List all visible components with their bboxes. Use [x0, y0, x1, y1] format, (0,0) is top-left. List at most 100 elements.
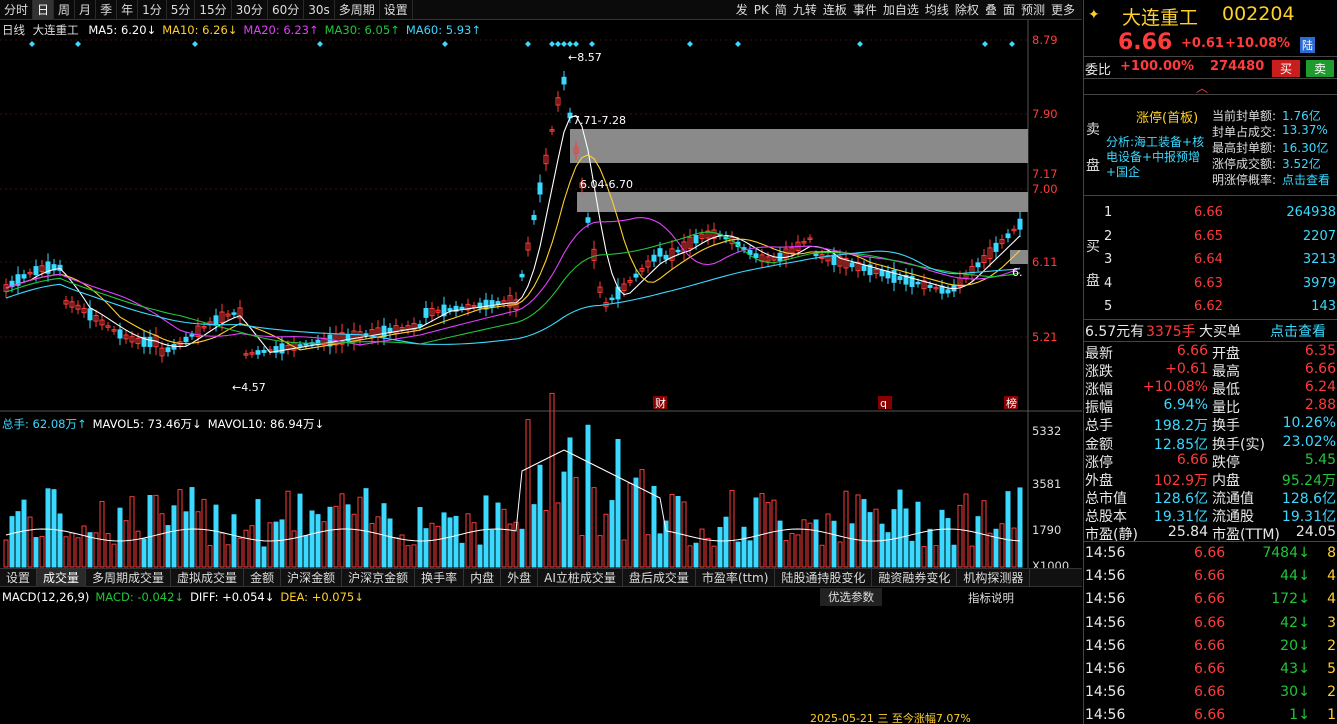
tool-button-8[interactable]: 除权	[954, 3, 979, 17]
quote-value: 128.6亿	[1281, 490, 1336, 507]
volume-bar	[765, 502, 771, 568]
tool-button-10[interactable]: 面	[1002, 3, 1015, 17]
kline-candle	[435, 309, 441, 313]
volume-bar	[795, 534, 801, 568]
buy-button[interactable]: 买	[1272, 60, 1301, 77]
star-icon[interactable]: ✦	[1088, 7, 1100, 23]
indicator-tab-4[interactable]: 金额	[244, 569, 282, 587]
indicator-tab-12[interactable]: 市盈率(ttm)	[696, 569, 776, 587]
date-tooltip: 2025-05-21 三 至今涨幅7.07%	[810, 712, 971, 724]
limit-stat-label: 涨停成交额:	[1212, 157, 1277, 171]
volume-bar	[93, 532, 99, 568]
period-button-11[interactable]: 30s	[304, 0, 335, 20]
indicator-tab-14[interactable]: 融资融券变化	[872, 569, 958, 587]
quote-row: 总手 198.2万 换手 10.26%	[1084, 415, 1337, 435]
kline-candle	[801, 241, 807, 244]
volume-tick-label: 5332	[1032, 424, 1061, 438]
tool-button-5[interactable]: 事件	[852, 3, 877, 17]
tool-button-1[interactable]: PK	[753, 3, 769, 17]
period-button-10[interactable]: 60分	[268, 0, 305, 20]
indicator-tab-11[interactable]: 盘后成交量	[623, 569, 696, 587]
sell-button[interactable]: 卖	[1306, 60, 1335, 77]
volume-bar	[405, 545, 411, 568]
quote-value: 19.31亿	[1153, 508, 1208, 525]
volume-bar	[687, 545, 693, 568]
tool-button-3[interactable]: 九转	[792, 3, 817, 17]
tool-button-0[interactable]: 发	[735, 3, 748, 17]
indicator-tab-6[interactable]: 沪深京金额	[342, 569, 416, 587]
indicator-tab-3[interactable]: 虚拟成交量	[171, 569, 245, 587]
indicator-tab-9[interactable]: 外盘	[501, 569, 539, 587]
big-order-type: 大买单	[1199, 324, 1241, 340]
kline-candle	[213, 315, 219, 325]
quote-label: 换手	[1212, 418, 1240, 435]
tool-button-4[interactable]: 连板	[822, 3, 847, 17]
period-button-9[interactable]: 30分	[232, 0, 268, 20]
volume-bar	[885, 532, 891, 568]
quote-label: 总手	[1085, 418, 1113, 435]
tool-button-7[interactable]: 均线	[924, 3, 949, 17]
ma30-line	[5, 231, 1021, 345]
period-button-8[interactable]: 15分	[195, 0, 232, 20]
indicator-tab-0[interactable]: 设置	[0, 569, 38, 587]
tool-button-9[interactable]: 叠	[984, 3, 997, 17]
buy-side-label: 买盘	[1086, 239, 1100, 289]
tool-button-12[interactable]: 更多	[1050, 3, 1075, 17]
collapse-caret-icon[interactable]: ︿	[1196, 81, 1209, 95]
volume-bar	[1017, 487, 1023, 568]
kline-candle	[195, 325, 201, 337]
volume-bar	[519, 528, 525, 568]
chart-toolbar: 分时日周月季年 1分 5分 15分 30分 60分 30s 多周期 设置 发 PK 简九转 连板 事件加…	[0, 0, 1082, 20]
indicator-help-link[interactable]: 指标说明	[968, 591, 1014, 605]
concept-analysis[interactable]: 分析:海工装备+核电设备+中报预增+国企	[1106, 135, 1205, 179]
quote-row: 涨幅 +10.08% 最低 6.24	[1084, 379, 1337, 398]
event-marker-label: 财	[655, 396, 666, 410]
chart-header: 日线 大连重工 MA5: 6.20↓ MA10: 6.26↓ MA20: 6.23↑…	[2, 22, 481, 38]
volume-bar	[717, 526, 723, 568]
period-button-13[interactable]: 设置	[380, 0, 413, 20]
indicator-tab-2[interactable]: 多周期成交量	[86, 569, 172, 587]
period-button-12[interactable]: 多周期	[335, 0, 380, 20]
indicator-tab-15[interactable]: 机构探测器	[957, 569, 1031, 587]
period-button-0[interactable]: 分时	[0, 0, 34, 20]
kline-candle	[9, 280, 15, 288]
period-button-5[interactable]: 年	[117, 0, 139, 20]
tick-volume: 30	[1280, 684, 1298, 701]
period-button-3[interactable]: 月	[75, 0, 97, 20]
indicator-tab-7[interactable]: 换手率	[415, 569, 465, 587]
period-button-4[interactable]: 季	[96, 0, 118, 20]
volume-bar	[567, 437, 573, 568]
kline-chart[interactable]: 8.79 7.90 7.177.00 6.11 5.21 5332 3581 1790 X100…	[0, 20, 1082, 568]
limit-stat-value[interactable]: 点击查看	[1282, 173, 1331, 187]
volume-bar	[459, 542, 465, 568]
kline-candle	[663, 254, 669, 260]
big-order-link[interactable]: 点击查看	[1270, 324, 1326, 340]
volume-bar	[741, 526, 747, 568]
kline-candle	[237, 307, 243, 319]
period-button-6[interactable]: 1分	[138, 0, 167, 20]
kline-candle	[657, 248, 663, 257]
indicator-tab-10[interactable]: AI立桩成交量	[538, 569, 623, 587]
signal-diamond-icon	[29, 41, 35, 47]
kline-candle	[891, 270, 897, 283]
indicator-tab-1[interactable]: 成交量	[37, 569, 87, 587]
kline-candle	[837, 256, 843, 267]
tool-button-11[interactable]: 预测	[1020, 3, 1045, 17]
period-button-2[interactable]: 周	[54, 0, 76, 20]
indicator-tab-5[interactable]: 沪深金额	[281, 569, 343, 587]
kline-candle	[597, 286, 603, 293]
quote-label: 外盘	[1085, 472, 1113, 489]
kline-candle	[975, 262, 981, 268]
tool-button-2[interactable]: 简	[774, 3, 787, 17]
period-button-7[interactable]: 5分	[167, 0, 196, 20]
optimize-params-button[interactable]: 优选参数	[820, 588, 882, 606]
tool-button-6[interactable]: 加自选	[882, 3, 919, 17]
quote-label: 总股本	[1085, 508, 1127, 525]
period-button-1[interactable]: 日	[33, 0, 55, 20]
volume-bar	[429, 522, 435, 568]
volume-bar	[9, 516, 15, 568]
tick-count: 2	[1327, 684, 1336, 701]
volume-bar	[321, 521, 327, 568]
indicator-tab-8[interactable]: 内盘	[464, 569, 502, 587]
indicator-tab-13[interactable]: 陆股通持股变化	[775, 569, 873, 587]
